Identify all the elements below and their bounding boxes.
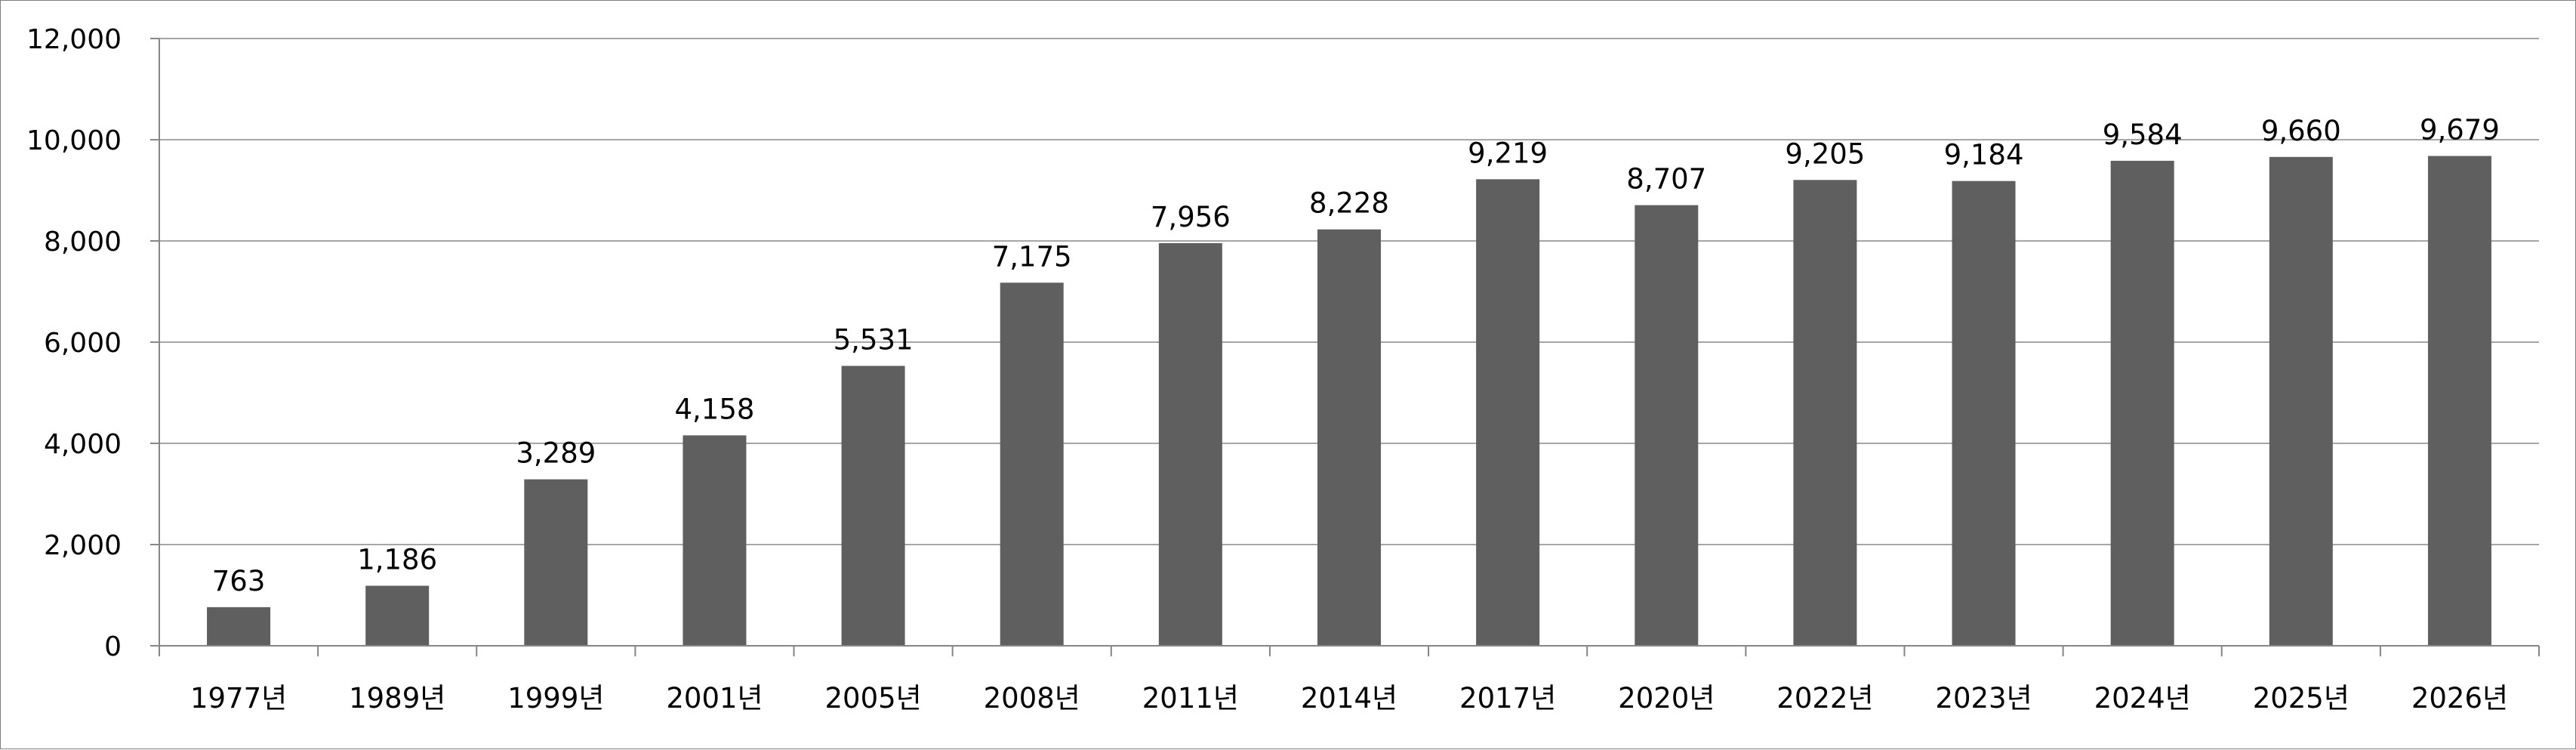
bar: [524, 479, 588, 646]
data-label: 8,707: [1626, 163, 1706, 196]
bar: [365, 585, 430, 646]
data-label: 7,175: [992, 240, 1072, 273]
bar: [683, 435, 747, 646]
bar: [1000, 282, 1064, 646]
bar: [1635, 205, 1699, 647]
bar: [207, 606, 271, 646]
data-label: 763: [212, 565, 266, 597]
data-label: 3,289: [516, 437, 596, 470]
x-tick-label: 2001년: [666, 682, 763, 715]
y-tick-label: 2,000: [44, 530, 122, 561]
x-tick-label: 1989년: [349, 682, 445, 715]
data-label: 9,184: [1944, 139, 2024, 171]
x-tick-label: 2008년: [984, 682, 1080, 715]
data-label: 8,228: [1309, 187, 1389, 220]
bar: [1158, 242, 1222, 646]
data-label: 5,531: [834, 323, 914, 356]
y-tick-label: 12,000: [26, 24, 122, 55]
bar: [1476, 179, 1540, 646]
bar: [841, 366, 905, 646]
x-tick-label: 2014년: [1301, 682, 1397, 715]
y-tick-label: 0: [104, 631, 122, 662]
bar: [2427, 156, 2491, 646]
labels: 0 2,000 4,000 6,000 8,000 10,000 12,000 763 1977…: [26, 24, 2508, 715]
data-label: 4,158: [674, 393, 754, 425]
x-tick-label: 2024년: [2094, 682, 2191, 715]
bars: [207, 156, 2491, 647]
x-tick-label: 2017년: [1459, 682, 1556, 715]
data-label: 9,660: [2261, 115, 2341, 147]
data-label: 9,679: [2420, 114, 2500, 147]
y-tick-label: 8,000: [44, 227, 122, 258]
bar: [1793, 180, 1857, 646]
x-tick-label: 2020년: [1618, 682, 1715, 715]
data-label: 9,584: [2103, 119, 2183, 151]
data-label: 9,219: [1468, 137, 1548, 169]
x-tick-label: 2022년: [1776, 682, 1873, 715]
data-label: 1,186: [357, 544, 437, 576]
x-tick-label: 2011년: [1142, 682, 1239, 715]
x-tick-label: 2005년: [824, 682, 921, 715]
x-tick-label: 1977년: [190, 682, 287, 715]
data-label: 9,205: [1785, 137, 1865, 170]
x-tick-label: 2025년: [2253, 682, 2350, 715]
bar: [1317, 229, 1381, 646]
x-tick-label: 2026년: [2411, 682, 2508, 715]
x-tick-label: 2023년: [1935, 682, 2032, 715]
bar: [2110, 160, 2174, 646]
y-tick-label: 4,000: [44, 429, 122, 460]
bar: [1952, 181, 2016, 646]
bar: [2269, 156, 2333, 646]
x-tick-label: 1999년: [507, 682, 604, 715]
axes: [150, 38, 2540, 656]
y-tick-label: 10,000: [26, 125, 122, 156]
data-label: 7,956: [1151, 201, 1231, 233]
y-tick-label: 6,000: [44, 328, 122, 359]
